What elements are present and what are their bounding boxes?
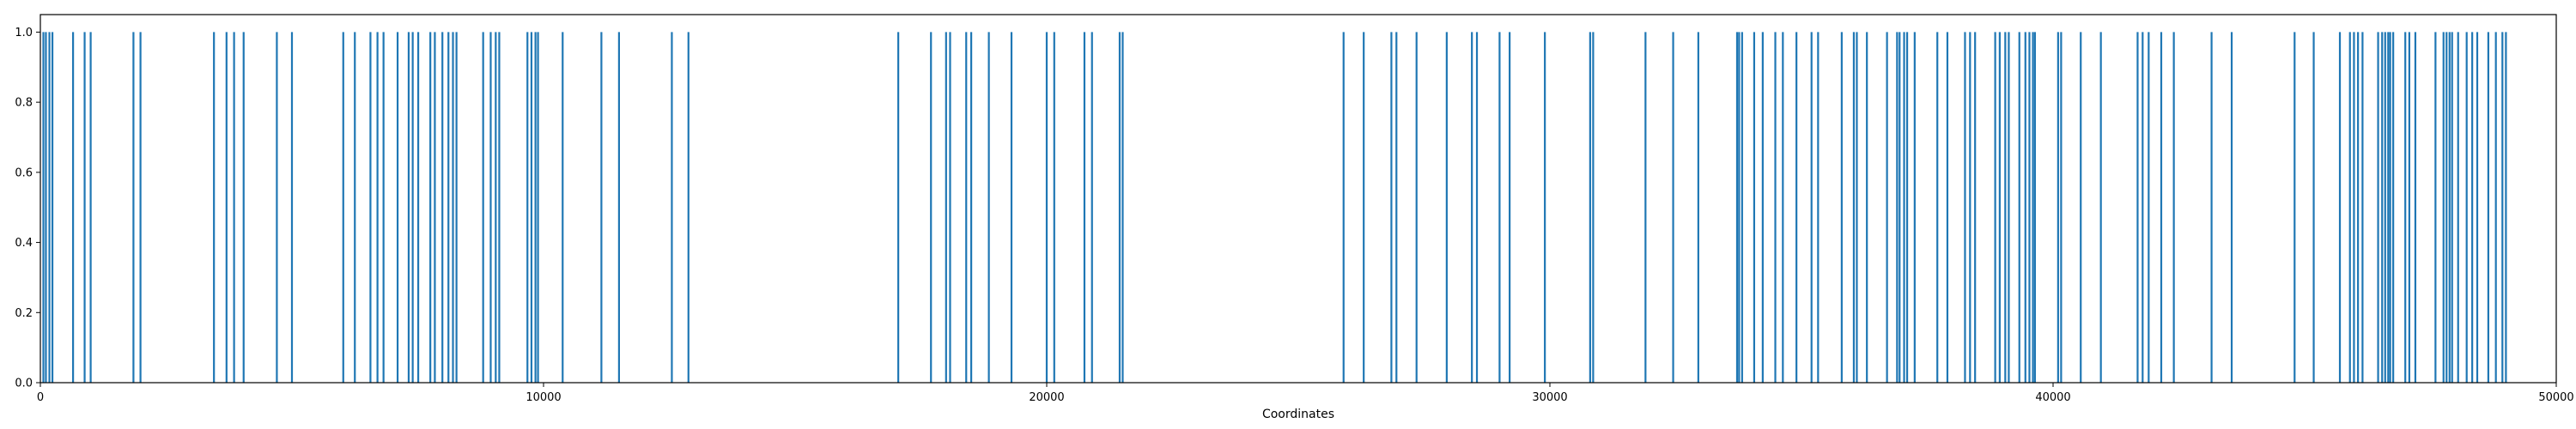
y-tick-label-1: 0.2 (15, 307, 33, 320)
y-tick-label-4: 0.8 (15, 97, 33, 110)
y-axis-ticks: 0.0 0.2 0.4 0.6 0.8 1.0 (15, 27, 40, 390)
y-tick-label-0: 0.0 (15, 378, 33, 390)
x-tick-label-0: 0 (37, 391, 44, 404)
y-tick-label-3: 0.6 (15, 166, 33, 179)
x-axis-label: Coordinates (1262, 408, 1334, 421)
y-tick-label-2: 0.4 (15, 237, 33, 250)
x-tick-label-1: 10000 (526, 391, 561, 404)
bars-layer (42, 32, 2507, 383)
plot-frame (39, 14, 2557, 384)
x-tick-label-2: 20000 (1029, 391, 1064, 404)
y-tick-label-5: 1.0 (15, 27, 33, 39)
x-tick-label-3: 30000 (1532, 391, 1567, 404)
x-axis-ticks: 0 10000 20000 30000 40000 50000 (37, 383, 2574, 404)
x-tick-label-5: 50000 (2538, 391, 2573, 404)
x-tick-label-4: 40000 (2035, 391, 2070, 404)
